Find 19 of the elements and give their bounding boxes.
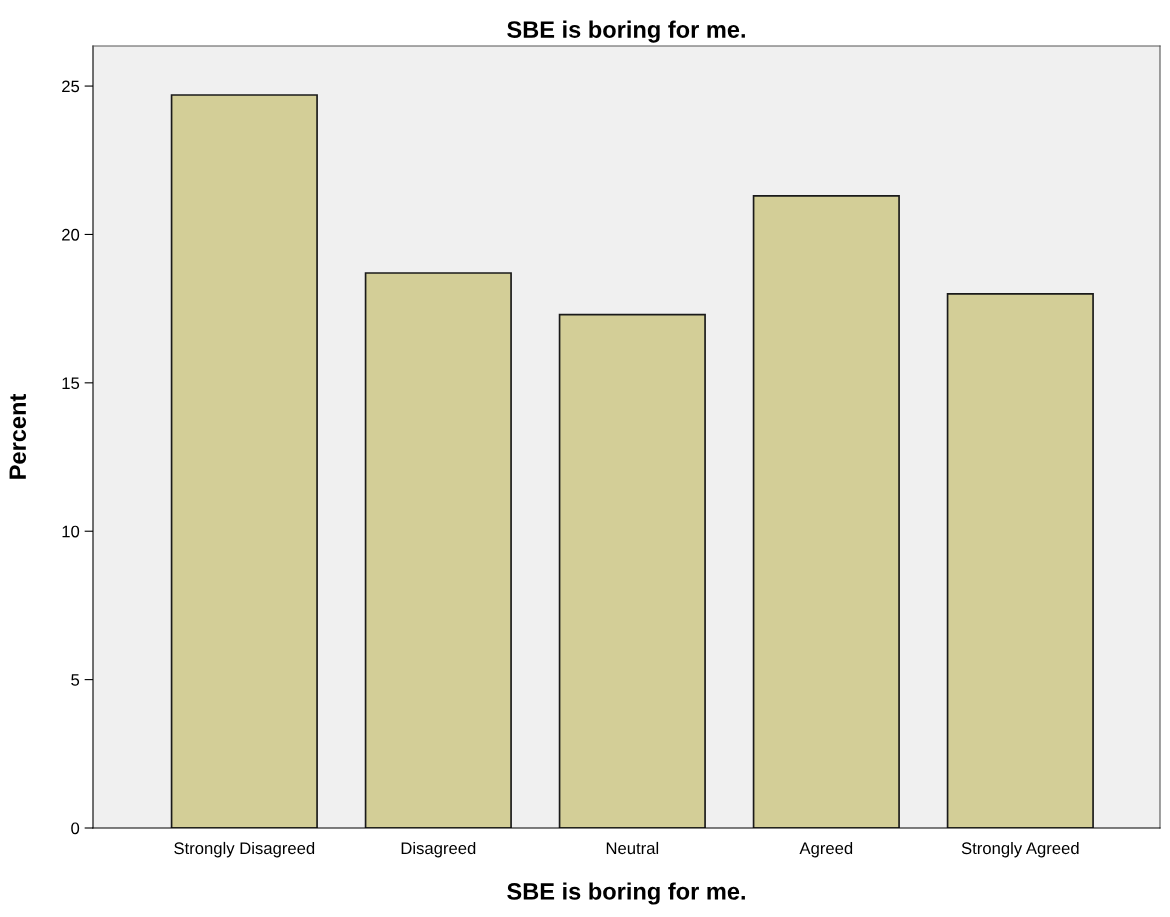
bar	[558, 313, 706, 828]
x-tick-label: Disagreed	[401, 841, 476, 858]
y-tick-label: 15	[62, 377, 80, 390]
x-axis-title: SBE is boring for me.	[507, 882, 745, 905]
bar	[170, 94, 318, 828]
x-tick-label: Strongly Agreed	[961, 841, 1079, 858]
y-tick-label: 10	[62, 525, 80, 538]
chart-title: SBE is boring for me.	[507, 20, 745, 43]
bar	[364, 272, 512, 828]
y-tick-label: 20	[62, 228, 80, 241]
x-tick-label: Agreed	[799, 841, 853, 858]
y-axis-title: Percent	[9, 393, 27, 479]
y-tick-label: 5	[71, 674, 80, 686]
y-tick-label: 0	[71, 822, 80, 835]
y-tick-label: 25	[62, 80, 80, 93]
bar	[946, 292, 1094, 828]
bar	[752, 195, 900, 828]
x-tick-label: Neutral	[606, 841, 659, 855]
x-tick-label: Strongly Disagreed	[174, 841, 315, 858]
